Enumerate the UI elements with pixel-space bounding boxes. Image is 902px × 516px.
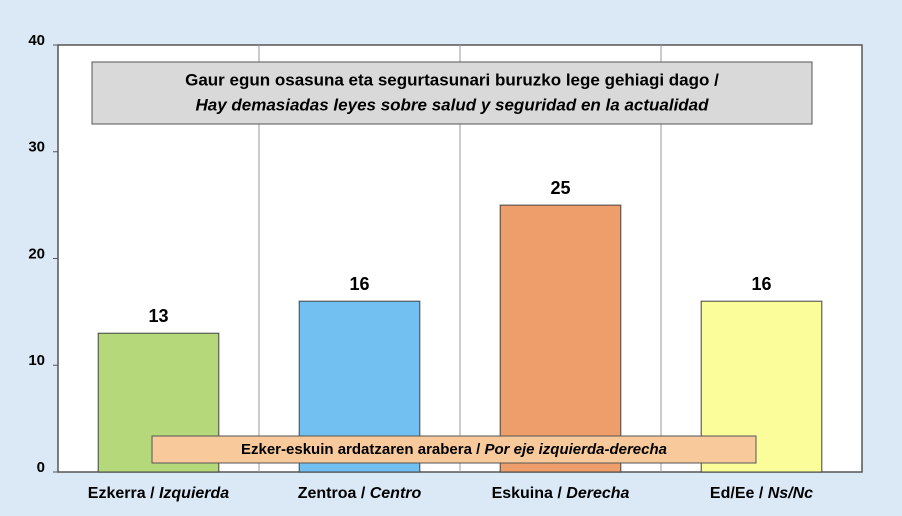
value-label: 13 — [148, 306, 168, 326]
x-tick-label: Ed/Ee / Ns/Nc — [710, 485, 813, 502]
chart-title: Gaur egun osasuna eta segurtasunari buru… — [185, 70, 719, 89]
bars — [97, 204, 823, 473]
title-box — [91, 61, 813, 125]
x-tick-label: Ezkerra / Izquierda — [88, 485, 229, 502]
value-label: 16 — [349, 274, 369, 294]
y-tick-label: 40 — [28, 32, 45, 49]
bar — [499, 204, 622, 473]
y-tick-label: 30 — [28, 139, 45, 156]
y-tick-label: 10 — [28, 352, 45, 369]
x-tick-label: Eskuina / Derecha — [492, 485, 630, 502]
annotation: Ezker-eskuin ardatzaren arabera / Por ej… — [241, 441, 667, 458]
y-tick-label: 20 — [28, 245, 45, 262]
y-tick-label: 0 — [37, 459, 45, 476]
x-tick-label: Zentroa / Centro — [298, 485, 422, 502]
annotation-box — [151, 435, 757, 464]
value-label: 16 — [751, 274, 771, 294]
chart-subtitle: Hay demasiadas leyes sobre salud y segur… — [195, 95, 709, 114]
value-label: 25 — [550, 178, 570, 198]
